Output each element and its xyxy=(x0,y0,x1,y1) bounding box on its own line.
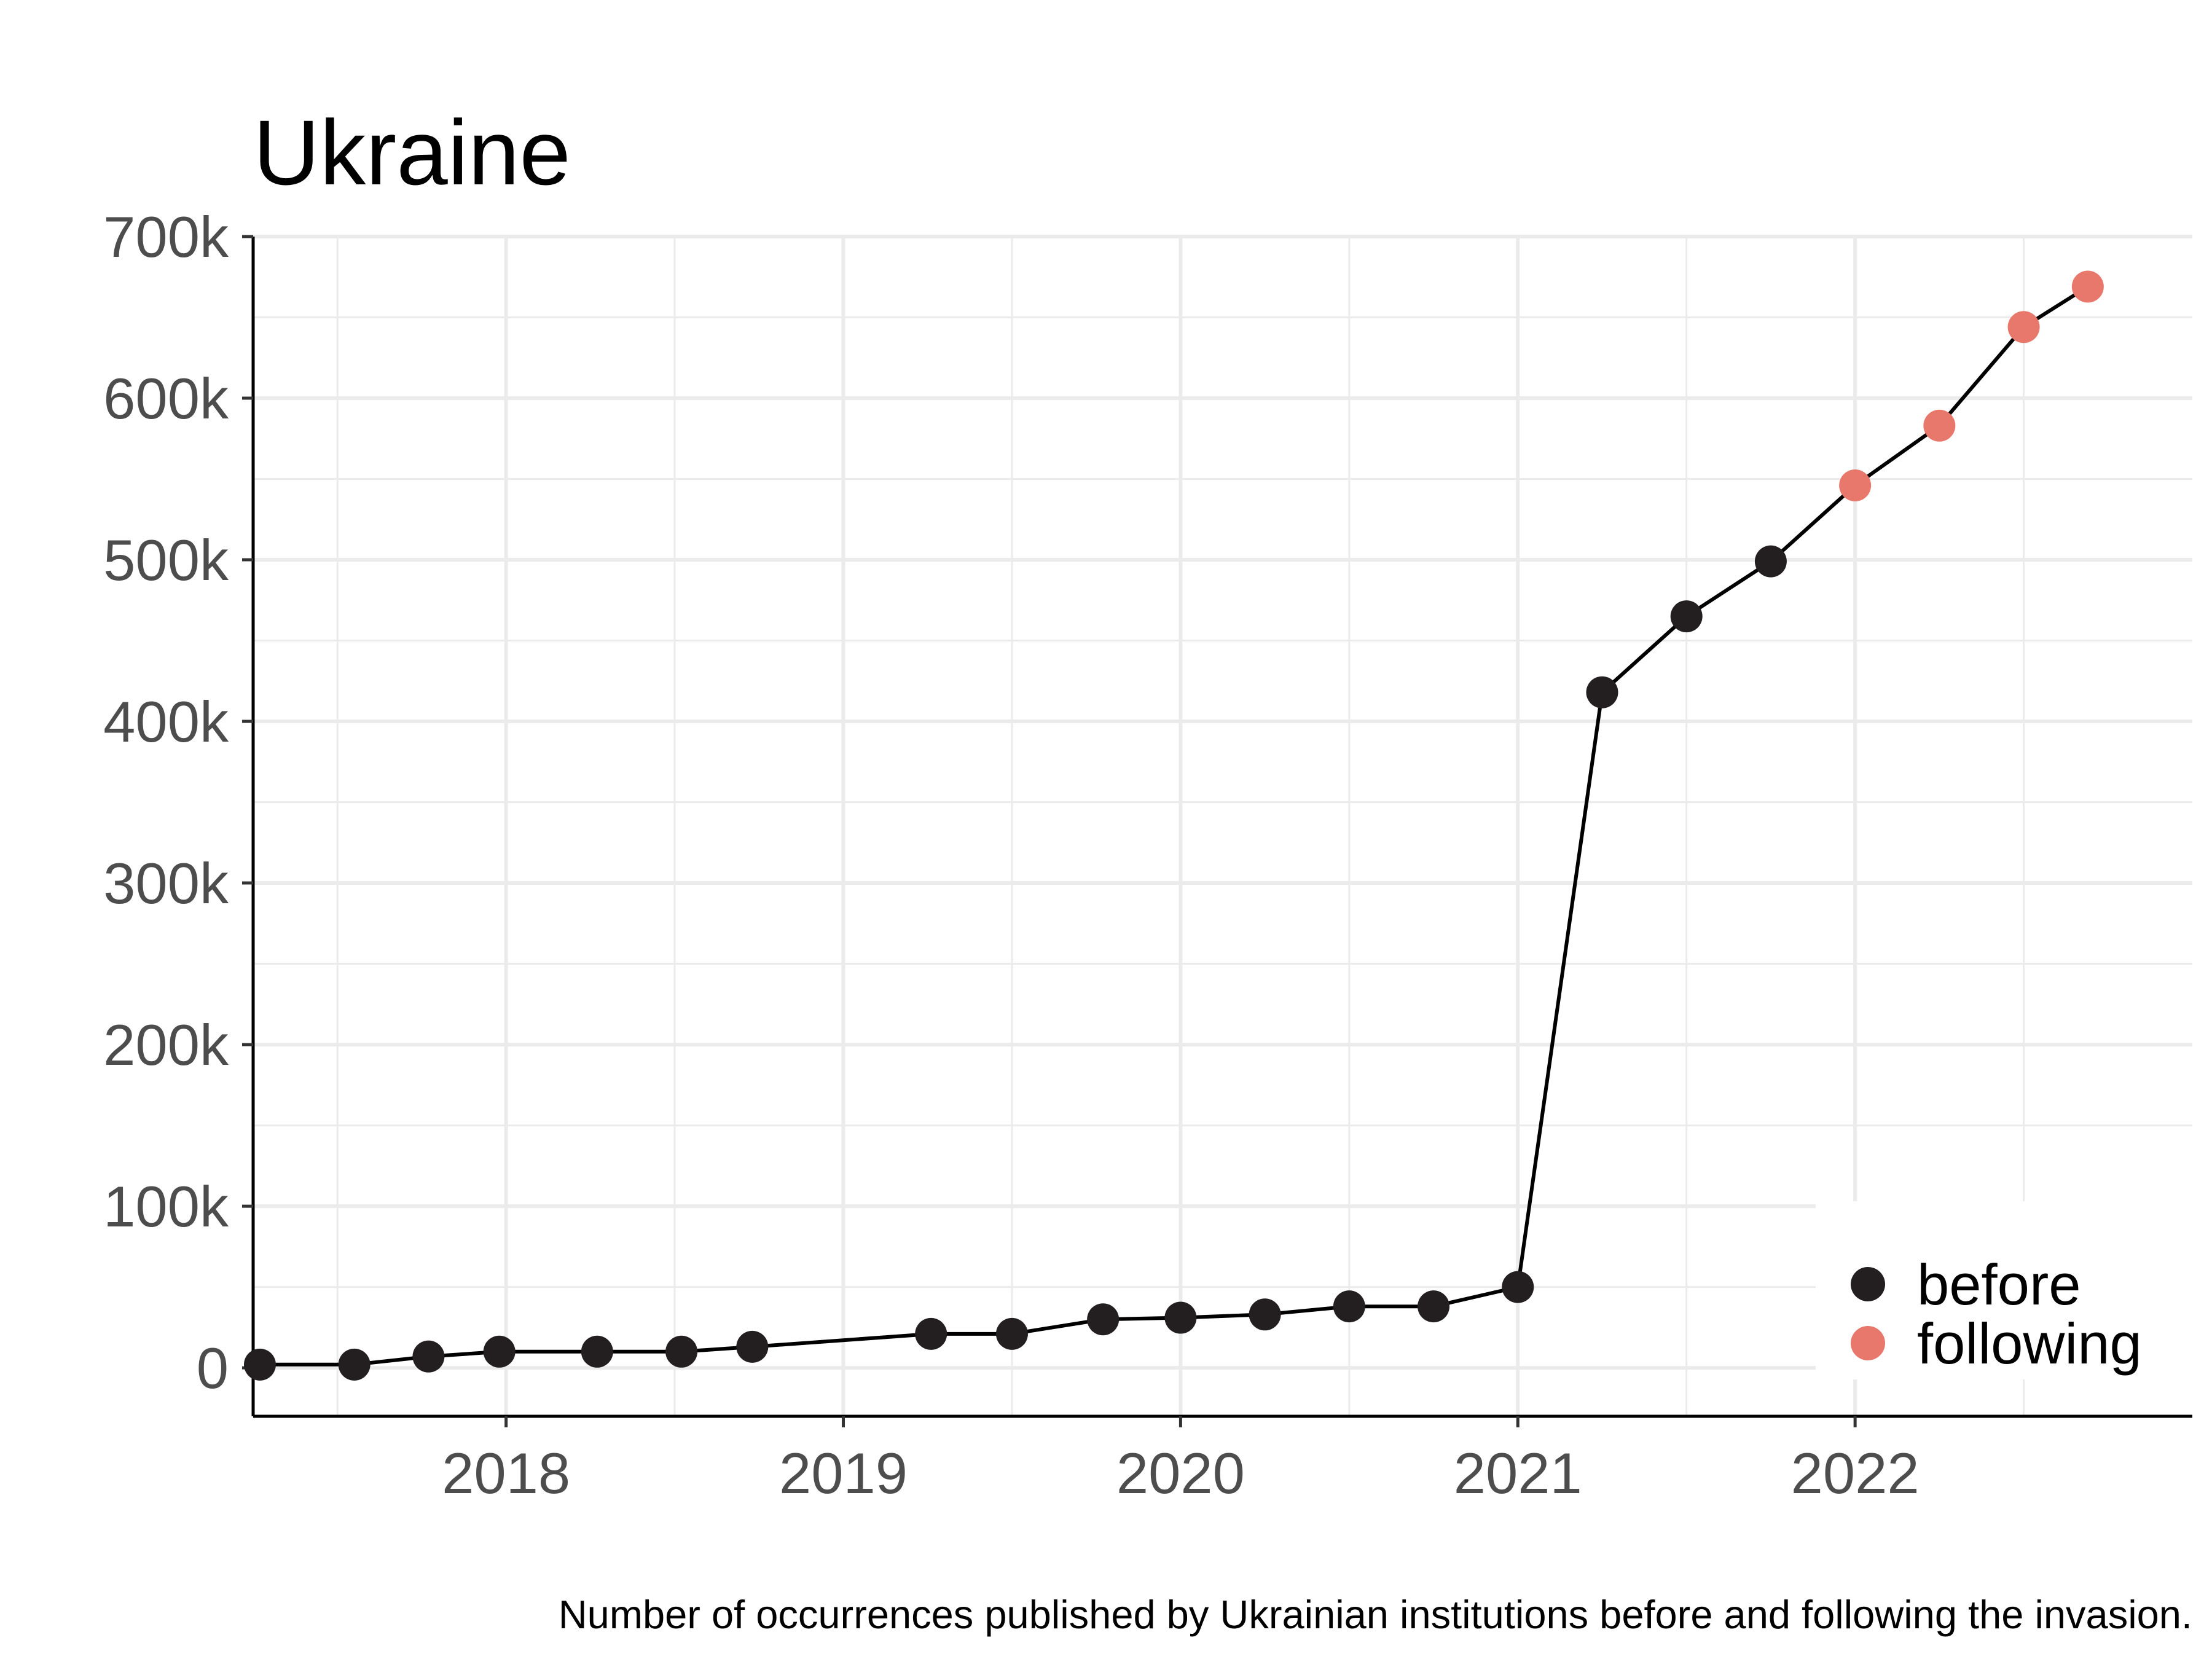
series-lines xyxy=(260,284,2089,1367)
data-point-before xyxy=(338,1348,371,1381)
data-point-before xyxy=(581,1335,613,1368)
y-tick-label: 100k xyxy=(103,1174,229,1239)
axes xyxy=(251,237,2192,1418)
data-point-following xyxy=(2071,270,2104,303)
series-line xyxy=(260,284,2089,1367)
y-tick-label: 400k xyxy=(103,689,229,754)
data-point-before xyxy=(1164,1301,1197,1334)
data-point-before xyxy=(665,1335,698,1368)
ticks: 0 100k 200k 300k 400k 500k 600k 700k 2018 2019 202… xyxy=(103,205,1920,1505)
legend-key-before xyxy=(1851,1267,1885,1301)
data-point-before xyxy=(483,1335,516,1368)
data-point-before xyxy=(1087,1303,1120,1336)
data-point-following xyxy=(1839,469,1872,502)
data-point-before xyxy=(915,1317,947,1350)
data-point-before xyxy=(736,1330,769,1363)
y-tick-label: 500k xyxy=(103,528,229,592)
data-points xyxy=(243,270,2104,1381)
legend-label-before: before xyxy=(1917,1252,2081,1317)
legend-label-following: following xyxy=(1917,1311,2142,1376)
x-tick-label: 2020 xyxy=(1116,1441,1245,1505)
data-point-before xyxy=(1418,1290,1450,1323)
data-point-before xyxy=(1502,1271,1534,1303)
data-point-before xyxy=(1333,1290,1365,1323)
data-point-before xyxy=(1586,676,1618,708)
y-tick-label: 700k xyxy=(103,205,229,269)
x-tick-label: 2022 xyxy=(1791,1441,1920,1505)
y-tick-label: 200k xyxy=(103,1013,229,1077)
data-point-following xyxy=(1923,409,1956,442)
x-tick-label: 2021 xyxy=(1454,1441,1582,1505)
chart-caption: Number of occurrences published by Ukrai… xyxy=(559,1592,2192,1637)
chart-title: Ukraine xyxy=(253,101,571,204)
y-tick-label: 300k xyxy=(103,851,229,916)
data-point-before xyxy=(243,1348,276,1381)
data-point-before xyxy=(1670,600,1703,633)
legend-key-following xyxy=(1851,1326,1885,1360)
data-point-before xyxy=(1249,1298,1281,1331)
x-tick-label: 2019 xyxy=(779,1441,908,1505)
y-tick-label: 0 xyxy=(197,1336,229,1400)
y-tick-label: 600k xyxy=(103,366,229,431)
x-tick-label: 2018 xyxy=(442,1441,570,1505)
data-point-before xyxy=(412,1340,445,1373)
data-point-before xyxy=(995,1317,1028,1350)
data-point-following xyxy=(2007,311,2040,343)
data-point-before xyxy=(1754,545,1787,578)
